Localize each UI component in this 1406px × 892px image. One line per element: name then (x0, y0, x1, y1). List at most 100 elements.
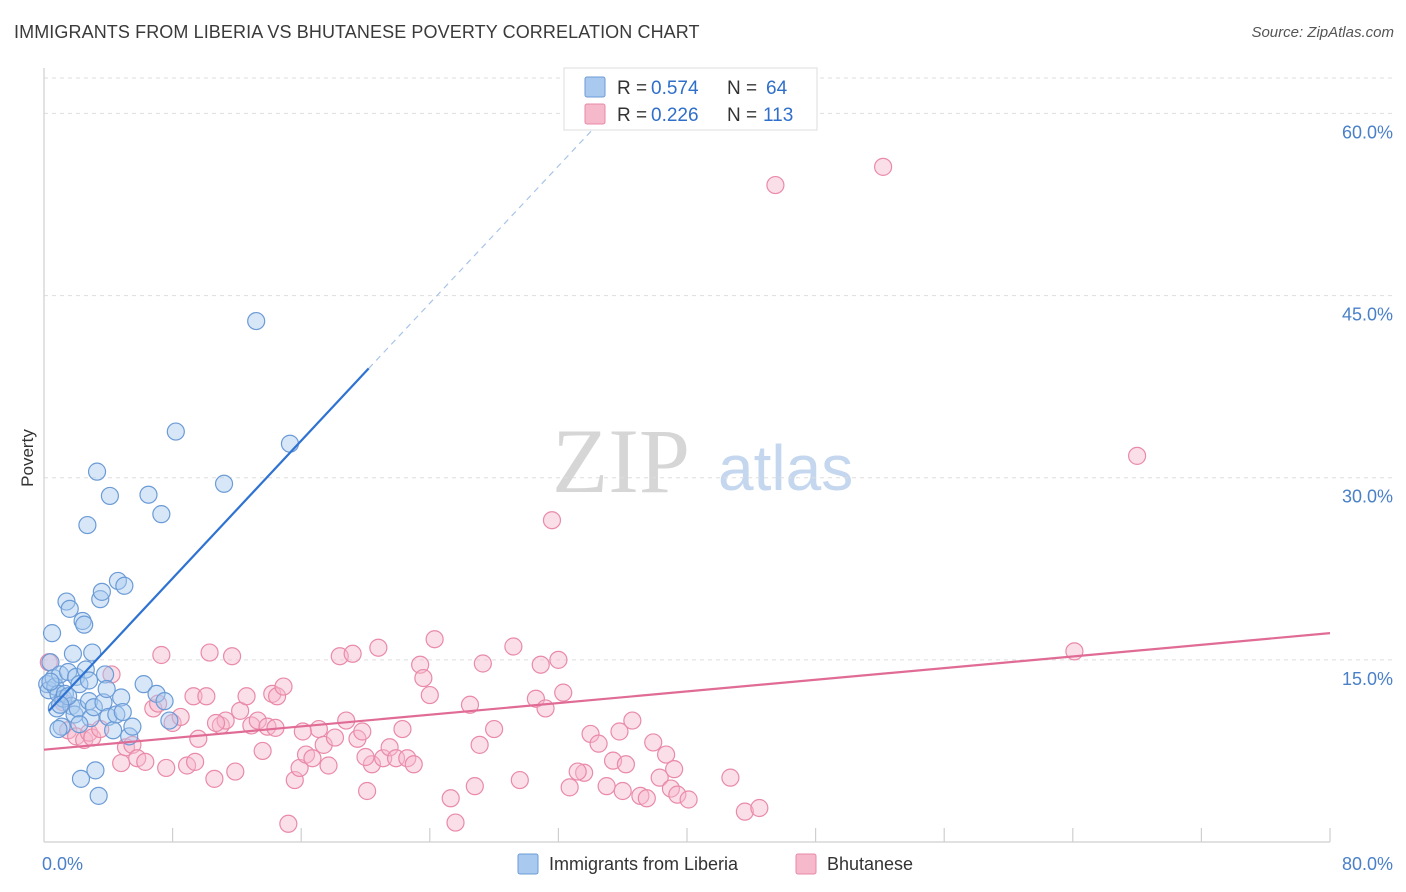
bhutanese-point (279, 814, 298, 833)
bhutanese-point (356, 747, 375, 767)
bhutanese-point (485, 719, 504, 739)
bhutanese-point (303, 749, 322, 768)
bhutanese-point (510, 770, 529, 790)
legend-swatch-liberia (584, 76, 606, 98)
bhutanese-point (253, 741, 272, 761)
liberia-point (91, 590, 110, 609)
bhutanese-point (314, 735, 333, 754)
liberia-point (84, 698, 103, 717)
liberia-point (280, 434, 300, 453)
legend-n-value-liberia: 64 (766, 78, 788, 99)
bhutanese-point (874, 157, 893, 176)
x-tick-label: 80.0% (1342, 854, 1393, 874)
bhutanese-point (112, 753, 131, 773)
x-minor-ticks (172, 828, 1331, 842)
bhutanese-point (404, 755, 423, 774)
bhutanese-point (267, 687, 287, 706)
liberia-point (70, 715, 89, 734)
x-tick-label: 0.0% (42, 854, 83, 874)
liberia-point (68, 699, 87, 718)
liberia-point (94, 693, 113, 712)
liberia-point (83, 643, 102, 662)
liberia-point (79, 671, 99, 690)
legend-n-label-liberia: N = (727, 78, 757, 99)
bhutanese-point (549, 650, 568, 669)
bhutanese-point (766, 175, 785, 195)
bhutanese-point (613, 781, 632, 801)
watermark-zip: ZIP (552, 410, 690, 512)
bhutanese-point (597, 777, 616, 796)
bhutanese-point (248, 711, 267, 730)
bhutanese-point (358, 781, 377, 801)
liberia-point (115, 576, 134, 595)
bhutanese-point (200, 643, 219, 662)
bhutanese-point (362, 755, 382, 774)
watermark: ZIP atlas (552, 410, 853, 512)
gridlines (44, 77, 1394, 661)
bhutanese-point (319, 756, 338, 775)
bhutanese-point (441, 789, 460, 808)
bhutanese-point (186, 752, 205, 771)
liberia-point (78, 515, 97, 535)
liberia-point (112, 688, 131, 707)
liberia-point (247, 311, 266, 331)
liberia-point (60, 599, 79, 618)
bhutanese-point (222, 647, 242, 666)
series-legend-label-bhutanese: Bhutanese (827, 854, 913, 874)
liberia-point (139, 485, 158, 504)
bhutanese-point (102, 665, 121, 684)
bhutanese-point (393, 719, 412, 739)
chart-title: IMMIGRANTS FROM LIBERIA VS BHUTANESE POV… (14, 22, 700, 42)
liberia-point (63, 644, 83, 663)
bhutanese-point (425, 630, 444, 649)
bhutanese-point (205, 769, 224, 788)
series-legend-swatch-bhutanese (795, 853, 817, 875)
liberia-point (92, 582, 111, 601)
bhutanese-point (309, 719, 328, 739)
liberia-point (52, 717, 71, 736)
bhutanese-points (39, 157, 1147, 833)
legend-box (563, 67, 818, 131)
bhutanese-point (411, 655, 430, 674)
bhutanese-point (263, 684, 282, 703)
bhutanese-point (668, 785, 687, 804)
liberia-point (49, 719, 68, 739)
y-axis-title: Poverty (18, 429, 37, 487)
bhutanese-point (526, 689, 545, 708)
bhutanese-point (337, 711, 356, 730)
bhutanese-point (665, 760, 684, 779)
legend-n-label-bhutanese: N = (727, 105, 757, 126)
bhutanese-point (380, 738, 399, 757)
liberia-point (42, 624, 62, 643)
liberia-point (134, 675, 153, 694)
bhutanese-point (470, 735, 489, 754)
correlation-legend: R = 0.574 N = 64 R = 0.226 N = 113 (563, 67, 818, 131)
bhutanese-point (575, 763, 594, 782)
bhutanese-point (414, 668, 433, 688)
bhutanese-point (171, 707, 190, 727)
bhutanese-point (369, 638, 388, 657)
bhutanese-point (136, 752, 155, 771)
bhutanese-point (637, 789, 656, 808)
bhutanese-point (735, 802, 754, 821)
liberia-trend-extension (368, 122, 600, 369)
y-tick-label: 60.0% (1342, 122, 1393, 142)
legend-r-value-bhutanese: 0.226 (651, 105, 699, 126)
bhutanese-point (542, 511, 562, 530)
liberia-point (95, 665, 115, 684)
series-legend-swatch-liberia (517, 853, 539, 875)
bhutanese-point (721, 768, 740, 787)
bhutanese-point (226, 762, 245, 781)
bhutanese-point (1127, 446, 1147, 465)
bhutanese-trend-line (43, 632, 1331, 751)
liberia-point (214, 474, 234, 493)
bhutanese-point (197, 687, 216, 706)
bhutanese-point (616, 755, 636, 774)
liberia-point (75, 615, 94, 634)
bhutanese-point (504, 637, 523, 656)
liberia-point (155, 692, 174, 711)
series-legend-label-liberia: Immigrants from Liberia (549, 854, 739, 874)
legend-r-value-liberia: 0.574 (651, 78, 699, 99)
bhutanese-point (460, 695, 480, 714)
liberia-point (104, 721, 123, 740)
